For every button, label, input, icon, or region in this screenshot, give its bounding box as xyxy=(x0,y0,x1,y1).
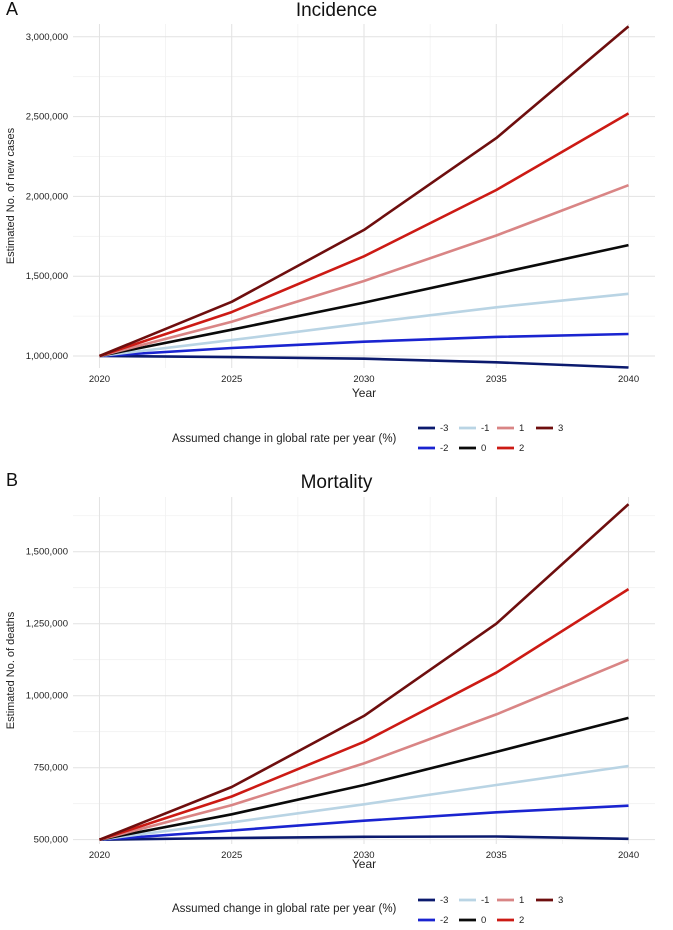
series-line--2 xyxy=(99,804,629,841)
panel-label-b: B xyxy=(6,470,19,490)
legend-label--3: -3 xyxy=(440,423,448,434)
x-tick-label: 2040 xyxy=(618,850,639,861)
legend-label--1: -1 xyxy=(481,895,489,906)
mortality-chart: 500,000 750,000 1,000,000 1,250,000 1,500,00… xyxy=(5,497,655,926)
series-line-1 xyxy=(99,183,629,358)
series-line-3 xyxy=(99,503,630,841)
legend-label--2: -2 xyxy=(440,915,448,926)
x-axis-title: Year xyxy=(352,386,376,400)
y-tick-label: 3,000,000 xyxy=(26,32,68,43)
x-tick-label: 2020 xyxy=(89,374,110,385)
series-line--3 xyxy=(99,835,629,841)
y-axis-title: Estimated No. of deaths xyxy=(5,611,17,729)
series-line-0 xyxy=(99,243,629,358)
legend-label-0: 0 xyxy=(481,443,486,454)
y-tick-label: 750,000 xyxy=(34,763,68,774)
legend-label-2: 2 xyxy=(519,915,524,926)
legend-label-3: 3 xyxy=(558,895,563,906)
series-line--2 xyxy=(99,332,629,358)
x-tick-label: 2035 xyxy=(486,374,507,385)
y-tick-label: 1,250,000 xyxy=(26,619,68,630)
series-line-0 xyxy=(99,716,629,841)
series-line-1 xyxy=(99,658,629,841)
y-tick-label: 500,000 xyxy=(34,835,68,846)
x-tick-label: 2020 xyxy=(89,850,110,861)
legend-label-1: 1 xyxy=(519,895,524,906)
series-line-3 xyxy=(99,25,630,358)
legend-label-2: 2 xyxy=(519,443,524,454)
incidence-chart: 1,000,000 1,500,000 2,000,000 2,500,000 3,00… xyxy=(5,24,655,454)
x-tick-label: 2035 xyxy=(486,850,507,861)
legend-label--2: -2 xyxy=(440,443,448,454)
legend-label-1: 1 xyxy=(519,423,524,434)
y-tick-label: 1,500,000 xyxy=(26,271,68,282)
x-tick-label: 2030 xyxy=(353,850,374,861)
legend-label--1: -1 xyxy=(481,423,489,434)
legend-title: Assumed change in global rate per year (… xyxy=(172,903,397,915)
x-tick-label: 2025 xyxy=(221,850,242,861)
legend-label--3: -3 xyxy=(440,895,448,906)
y-tick-label: 1,500,000 xyxy=(26,547,68,558)
series-line--3 xyxy=(99,354,629,369)
x-axis-title: Year xyxy=(352,857,376,871)
y-axis-title: Estimated No. of new cases xyxy=(5,127,17,264)
chart-title-mortality: Mortality xyxy=(300,472,373,493)
legend-title: Assumed change in global rate per year (… xyxy=(172,433,397,445)
legend-label-3: 3 xyxy=(558,423,563,434)
x-tick-label: 2025 xyxy=(221,374,242,385)
series-line-2 xyxy=(99,112,630,358)
y-tick-label: 1,000,000 xyxy=(26,691,68,702)
series-line-2 xyxy=(99,588,630,841)
y-tick-label: 2,500,000 xyxy=(26,112,68,123)
y-tick-label: 2,000,000 xyxy=(26,191,68,202)
series-line--1 xyxy=(99,292,629,358)
series-line--1 xyxy=(99,764,629,841)
x-tick-label: 2030 xyxy=(353,374,374,385)
y-tick-label: 1,000,000 xyxy=(26,351,68,362)
legend-label-0: 0 xyxy=(481,915,486,926)
chart-title-incidence: Incidence xyxy=(295,0,378,21)
x-tick-label: 2040 xyxy=(618,374,639,385)
panel-label-a: A xyxy=(6,0,19,19)
